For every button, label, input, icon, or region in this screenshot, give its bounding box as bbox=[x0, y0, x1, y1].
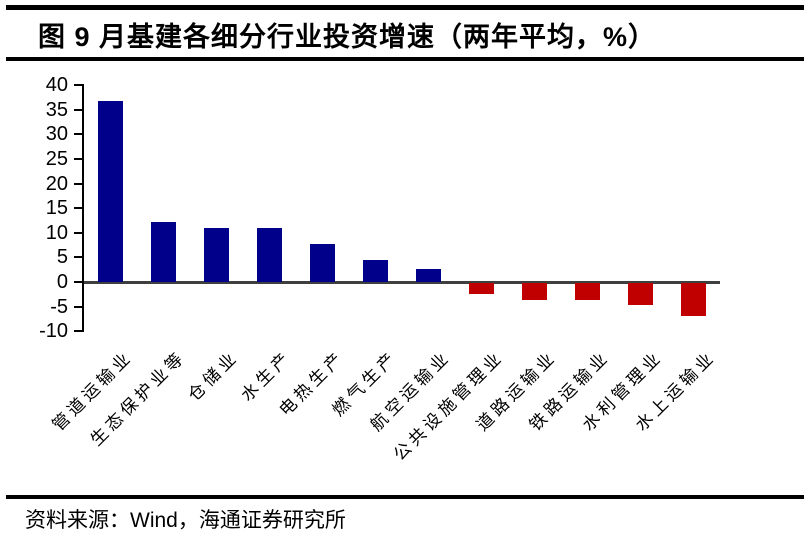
bar bbox=[628, 283, 653, 306]
y-axis-tick-label: 15 bbox=[45, 197, 68, 220]
y-axis-tick-label: 30 bbox=[45, 123, 68, 146]
bar bbox=[575, 283, 600, 301]
y-axis-tick-label: -5 bbox=[50, 295, 68, 318]
bar bbox=[469, 283, 494, 294]
title-top-rule bbox=[6, 5, 804, 10]
y-axis-tick-label: 0 bbox=[56, 271, 68, 293]
y-axis-tick bbox=[74, 305, 84, 308]
y-axis-tick-label: 35 bbox=[45, 98, 68, 121]
bar-chart: 40 35 30 25 20 15 10 5 0 -5 -10 管道运输业 生态保护业等 仓储业 水生产 电热… bbox=[0, 62, 810, 492]
y-axis-tick-label: 10 bbox=[45, 221, 68, 244]
bar bbox=[310, 244, 335, 282]
y-axis-tick bbox=[74, 108, 84, 111]
bar bbox=[204, 227, 229, 282]
x-axis-line bbox=[84, 281, 720, 284]
y-axis-tick bbox=[74, 256, 84, 259]
bar bbox=[257, 227, 282, 282]
y-axis-tick bbox=[74, 182, 84, 185]
title-bottom-rule bbox=[6, 57, 804, 61]
y-axis-tick-label: 40 bbox=[45, 74, 68, 96]
bar bbox=[416, 268, 441, 282]
figure-title: 图 9 月基建各细分行业投资增速（两年平均，%） bbox=[38, 22, 657, 52]
y-axis-tick-label: 5 bbox=[56, 246, 68, 269]
y-axis-tick bbox=[74, 231, 84, 234]
bar bbox=[98, 100, 123, 282]
y-axis-tick-label: -10 bbox=[39, 320, 68, 343]
y-axis-tick bbox=[74, 133, 84, 136]
y-axis-tick-label: 25 bbox=[45, 147, 68, 170]
bar bbox=[681, 283, 706, 316]
bar bbox=[363, 260, 388, 282]
y-axis-tick bbox=[74, 84, 84, 86]
bar bbox=[522, 283, 547, 300]
x-axis-label: 生态保护业等 bbox=[86, 347, 189, 450]
footer-rule bbox=[6, 495, 804, 499]
bar bbox=[151, 221, 176, 282]
y-axis-tick bbox=[74, 281, 84, 283]
source-note: 资料来源：Wind，海通证券研究所 bbox=[25, 509, 346, 532]
y-axis-tick bbox=[74, 157, 84, 160]
y-axis-tick-label: 20 bbox=[45, 172, 68, 195]
y-axis-tick bbox=[74, 207, 84, 210]
y-axis-tick bbox=[74, 330, 84, 333]
x-axis-label: 仓储业 bbox=[183, 347, 242, 405]
